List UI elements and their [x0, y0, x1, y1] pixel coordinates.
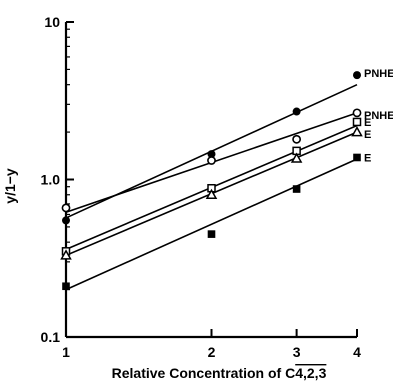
data-point	[207, 230, 216, 238]
x-tick-label: 3	[293, 344, 301, 360]
y-tick-label: 10	[44, 14, 60, 30]
x-axis-label-subscript: 4,2,3	[295, 365, 326, 381]
data-point	[292, 134, 302, 144]
y-tick-label: 0.1	[41, 329, 61, 345]
data-point	[292, 107, 301, 116]
data-point	[207, 150, 216, 159]
data-point	[352, 108, 362, 118]
y-tick-label: 1.0	[41, 172, 61, 188]
x-tick-label: 1	[62, 344, 70, 360]
data-point	[353, 153, 361, 162]
series-label: E	[364, 117, 371, 129]
data-point	[60, 249, 72, 260]
x-axis-label: Relative Concentration of C4,2,3	[112, 365, 327, 381]
series-label: E	[364, 129, 371, 141]
x-tick-label: 4	[353, 344, 361, 360]
y-axis-label: y/1−y	[2, 168, 18, 204]
data-point	[352, 117, 362, 127]
series-label: E	[364, 152, 371, 164]
data-point	[290, 152, 303, 163]
axes: 0.1 1.0 10 1 2 3 4	[41, 14, 362, 360]
data-point	[61, 203, 71, 213]
data-point	[292, 185, 301, 193]
x-axis-label-main: Relative Concentration of C	[112, 365, 296, 381]
x-tick-label: 2	[208, 344, 216, 360]
data-point	[351, 126, 363, 137]
fit-line	[65, 158, 358, 291]
data-point	[205, 188, 218, 200]
series-label: PNHE	[364, 68, 393, 80]
data-markers	[60, 71, 363, 291]
data-point	[62, 216, 70, 225]
series-label: PNHE	[364, 110, 393, 122]
data-point	[353, 71, 361, 80]
data-point	[62, 282, 70, 291]
data-point	[207, 156, 216, 165]
